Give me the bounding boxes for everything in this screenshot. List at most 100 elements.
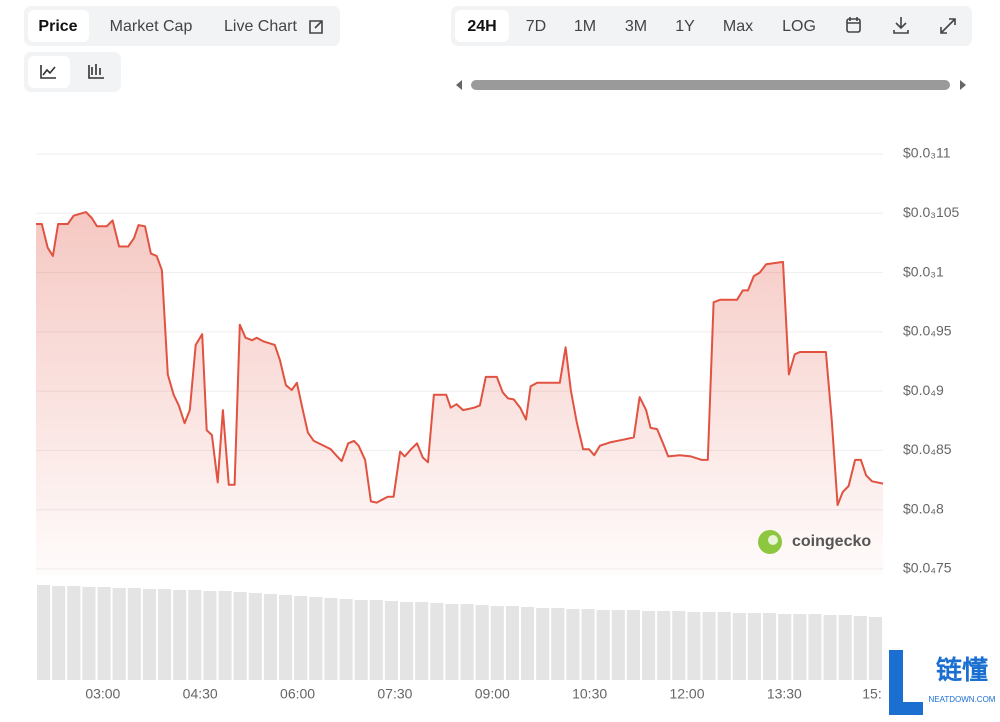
- logo-mark: [889, 650, 923, 715]
- volume-bar: [445, 604, 459, 680]
- volume-bar: [203, 591, 217, 680]
- tab-group: [24, 6, 340, 46]
- volume-bar: [747, 613, 761, 680]
- volume-bar: [309, 597, 323, 680]
- volume-bar: [823, 615, 837, 680]
- volume-bar: [626, 610, 640, 680]
- y-tick-label: $0.0₃105: [903, 204, 960, 220]
- x-tick-label: 07:30: [377, 686, 412, 702]
- price-area: [36, 212, 883, 575]
- volume-bar: [672, 611, 686, 680]
- volume-bar: [112, 588, 126, 680]
- logo-sub: NEATDOWN.COM: [929, 695, 996, 704]
- volume-bar: [838, 615, 852, 680]
- volume-bar: [82, 587, 96, 680]
- volume-bar: [536, 608, 550, 680]
- logo-text: 链懂: [936, 655, 988, 685]
- volume-bar: [188, 590, 202, 680]
- range-button[interactable]: 24H: [467, 18, 496, 35]
- x-tick-label: 09:00: [475, 686, 510, 702]
- volume-bar: [67, 586, 81, 680]
- volume-bar: [521, 607, 535, 680]
- y-tick-label: $0.0₄95: [903, 323, 952, 339]
- volume-bar: [248, 593, 262, 680]
- range-active-bg: [455, 10, 509, 42]
- plot: $0.0₃11 $0.0₃105 $0.0₃1 $0.0₄95 $0.0₄9 $0.0₄8…: [36, 145, 960, 702]
- scroll-left[interactable]: [456, 80, 462, 90]
- volume-bar: [853, 616, 867, 680]
- volume-bar: [505, 606, 519, 680]
- line-icon: [40, 65, 56, 79]
- volume-bar: [475, 605, 489, 680]
- volume-bar: [354, 600, 368, 680]
- volume-bar: [868, 617, 882, 680]
- volume-bar: [657, 611, 671, 680]
- volume-bar: [490, 606, 504, 680]
- volume-bar: [52, 586, 66, 680]
- volume-bar: [717, 612, 731, 680]
- watermark-eye: [768, 535, 778, 545]
- range-button[interactable]: LOG: [782, 18, 816, 35]
- volume-bar: [702, 612, 716, 680]
- x-tick-label: 13:30: [767, 686, 802, 702]
- volume-bar: [339, 599, 353, 680]
- volume-bar: [596, 610, 610, 680]
- volume-bar: [642, 611, 656, 680]
- volume-bar: [400, 602, 414, 680]
- volume-bar: [778, 614, 792, 680]
- range-buttons: 24H 7D 1M 3M 1Y Max LOG: [467, 18, 816, 35]
- external-icon: [309, 20, 323, 34]
- volume-bar: [324, 598, 338, 680]
- tab-active-bg: [28, 10, 89, 42]
- x-tick-label: 04:30: [183, 686, 218, 702]
- x-tick-label: 12:00: [669, 686, 704, 702]
- volume-bar: [808, 614, 822, 680]
- volume-bar: [611, 610, 625, 680]
- volume-bar: [551, 608, 565, 680]
- watermark: coingecko: [792, 533, 871, 550]
- volume-bar: [687, 612, 701, 680]
- volume-bar: [233, 592, 247, 680]
- x-tick-label: 10:30: [572, 686, 607, 702]
- volume-bar: [793, 614, 807, 680]
- y-tick-label: $0.0₃11: [903, 145, 951, 161]
- volume-bar: [279, 595, 293, 680]
- tab[interactable]: Price: [38, 18, 77, 35]
- range-button[interactable]: 1Y: [675, 18, 695, 35]
- volume-bar: [218, 591, 232, 680]
- volume-bar: [460, 604, 474, 680]
- volume-bar: [263, 594, 277, 680]
- volume-bar: [581, 609, 595, 680]
- y-tick-label: $0.0₄9: [903, 382, 944, 398]
- range-button[interactable]: Max: [723, 18, 753, 35]
- volume-bar: [142, 589, 156, 680]
- volume-bar: [763, 613, 777, 680]
- x-tick-label: 15:: [862, 686, 881, 702]
- x-tick-label: 06:00: [280, 686, 315, 702]
- volume-bar: [294, 596, 308, 680]
- volume-bar: [127, 588, 141, 680]
- range-button[interactable]: 3M: [625, 18, 647, 35]
- range-button[interactable]: 7D: [526, 18, 546, 35]
- scroll-right[interactable]: [960, 80, 966, 90]
- price-line: [36, 211, 884, 506]
- y-tick-label: $0.0₃1: [903, 263, 944, 279]
- y-tick-label: $0.0₄75: [903, 560, 952, 576]
- volume-bar: [430, 603, 444, 680]
- scroll-thumb[interactable]: [471, 80, 950, 90]
- volume-bar: [369, 600, 383, 680]
- range-button[interactable]: 1M: [574, 18, 596, 35]
- tab[interactable]: Market Cap: [110, 18, 193, 35]
- volume-bar: [37, 585, 51, 680]
- range-group: [451, 6, 972, 46]
- volume-bar: [97, 587, 111, 680]
- volume-bar: [384, 601, 398, 680]
- y-tick-label: $0.0₄8: [903, 500, 944, 516]
- volume-bar: [158, 589, 172, 680]
- volume-bar: [732, 613, 746, 680]
- toolbar-icons[interactable]: [846, 17, 956, 34]
- tab[interactable]: Live Chart: [224, 18, 297, 35]
- candle-icon[interactable]: [88, 64, 104, 79]
